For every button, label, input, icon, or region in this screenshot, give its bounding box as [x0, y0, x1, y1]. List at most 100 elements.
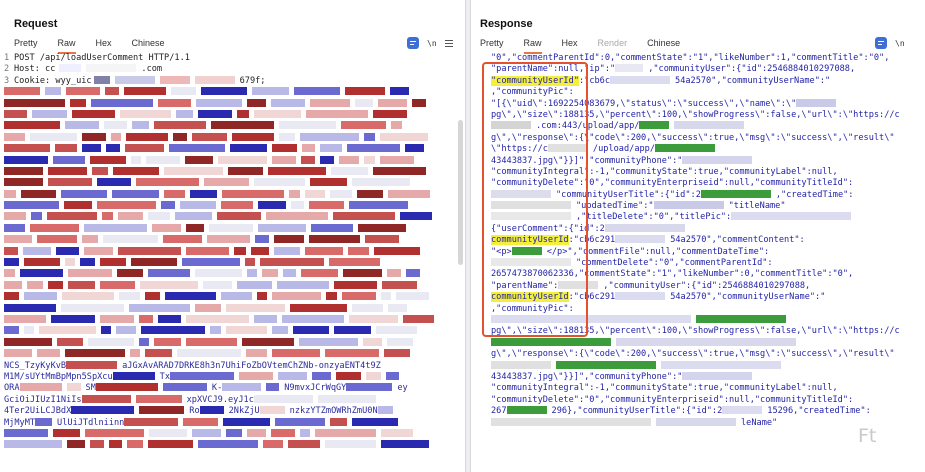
- redacted-block: [237, 109, 249, 118]
- redacted-block: [90, 440, 104, 449]
- redacted-block: [330, 189, 352, 198]
- redacted-block: [221, 292, 252, 301]
- redacted-block: [254, 109, 301, 118]
- request-line: [4, 326, 465, 337]
- redacted-block: [164, 189, 185, 198]
- redacted-block: [32, 109, 67, 118]
- request-line: [4, 155, 465, 167]
- request-scrollbar[interactable]: [458, 120, 463, 265]
- redacted-block: [381, 428, 413, 437]
- redacted-block: [247, 269, 257, 278]
- redacted-block: [116, 326, 136, 335]
- redacted-block: [272, 349, 320, 358]
- redacted-block: [222, 189, 284, 198]
- response-line: 267 296},"communityUserTitle":{"id":2 1529…: [491, 406, 871, 417]
- tab-hex[interactable]: Hex: [561, 38, 578, 48]
- redacted-block: [66, 360, 118, 369]
- redacted-block: [381, 292, 391, 301]
- tab-raw[interactable]: Raw: [57, 38, 76, 54]
- show-newlines-toggle[interactable]: \n: [895, 38, 905, 48]
- redacted-block: [152, 223, 181, 232]
- redacted-block: [203, 280, 232, 289]
- pane-divider[interactable]: [466, 0, 470, 472]
- redacted-block: [300, 428, 310, 437]
- redacted-block: [53, 155, 85, 164]
- response-line: pg\",\"size\":188135,\"percent\":100,\"s…: [491, 326, 900, 337]
- redacted-block: [177, 349, 241, 358]
- redacted-block: [97, 201, 156, 210]
- tab-pretty[interactable]: Pretty: [14, 38, 38, 48]
- redacted-block: [251, 246, 269, 255]
- redacted-block: [275, 417, 326, 426]
- redacted-block: [406, 269, 420, 278]
- request-fragment: ORA: [4, 383, 20, 394]
- tab-pretty[interactable]: Pretty: [480, 38, 504, 48]
- redacted-block: [48, 166, 87, 175]
- tab-chinese[interactable]: Chinese: [131, 38, 165, 48]
- request-line: NCS_TzyKyKvB aJGxAvARAD7DRKE8h3n7UhiFoZbO…: [4, 360, 465, 372]
- request-line: M1M/sUYtMmBpMpn5SpXcu Tx: [4, 371, 465, 383]
- tab-hex[interactable]: Hex: [95, 38, 112, 48]
- redacted-block: [47, 212, 97, 221]
- redacted-block: [237, 280, 272, 289]
- redacted-block: [48, 178, 92, 187]
- redacted-block: [117, 269, 143, 278]
- redacted-block: [312, 371, 332, 380]
- show-newlines-toggle[interactable]: \n: [427, 38, 437, 48]
- request-line: [4, 303, 465, 315]
- redacted-block: [106, 144, 120, 153]
- redacted-block: [315, 428, 376, 437]
- request-editor[interactable]: 1 POST /api/loadUserComment HTTP/1.1 2 Hos…: [0, 53, 465, 472]
- redacted-block: [201, 87, 247, 96]
- redacted-block: [4, 246, 18, 255]
- redacted-block: [139, 314, 153, 323]
- request-line: 1 POST /api/loadUserComment HTTP/1.1: [4, 53, 190, 63]
- request-line: [4, 440, 465, 451]
- tab-raw[interactable]: Raw: [523, 38, 542, 54]
- redacted-block: [301, 155, 315, 164]
- redacted-block: [4, 212, 26, 221]
- redacted-block: [305, 189, 325, 198]
- redacted-block: [109, 440, 122, 449]
- redacted-block: [266, 383, 280, 392]
- redacted-block: [226, 428, 242, 437]
- redacted-block: [272, 326, 288, 335]
- redacted-block: [382, 280, 417, 289]
- redacted-block: [268, 166, 326, 175]
- redacted-block: [4, 87, 40, 96]
- request-fragment: K-: [211, 383, 223, 394]
- redacted-block: [288, 440, 320, 449]
- redacted-block: [364, 155, 375, 164]
- redacted-block: [330, 417, 348, 426]
- redacted-block: [230, 144, 267, 153]
- redacted-block: [175, 212, 212, 221]
- request-line: 2 Host: cc .com: [4, 64, 163, 75]
- redacted-block: [234, 246, 246, 255]
- response-editor[interactable]: "0","commentParentId":0,"commentState":"…: [471, 53, 925, 472]
- redacted-block: [24, 292, 57, 301]
- redacted-block: [262, 269, 278, 278]
- request-fragment: 4Ter2UiLCJBdX: [4, 406, 72, 417]
- redacted-block: [333, 212, 395, 221]
- redacted-block: [247, 428, 266, 437]
- request-line: [4, 337, 465, 349]
- menu-icon[interactable]: [444, 39, 453, 47]
- redacted-block: [259, 406, 285, 415]
- wrap-lines-icon[interactable]: [407, 37, 419, 49]
- redacted-block: [377, 406, 393, 415]
- redacted-block: [310, 178, 347, 187]
- wrap-lines-icon[interactable]: [875, 37, 887, 49]
- redacted-block: [127, 440, 143, 449]
- redacted-block: [48, 280, 63, 289]
- redacted-block: [19, 383, 62, 392]
- redacted-block: [148, 440, 193, 449]
- redacted-block: [380, 132, 428, 141]
- redacted-block: [192, 428, 221, 437]
- redacted-block: [82, 144, 101, 153]
- redacted-block: [373, 109, 407, 118]
- redacted-block: [253, 394, 313, 403]
- tab-chinese[interactable]: Chinese: [647, 38, 681, 48]
- request-title: Request: [14, 18, 58, 30]
- redacted-block: [355, 98, 373, 107]
- highlight-match: communityUserId: [491, 292, 569, 303]
